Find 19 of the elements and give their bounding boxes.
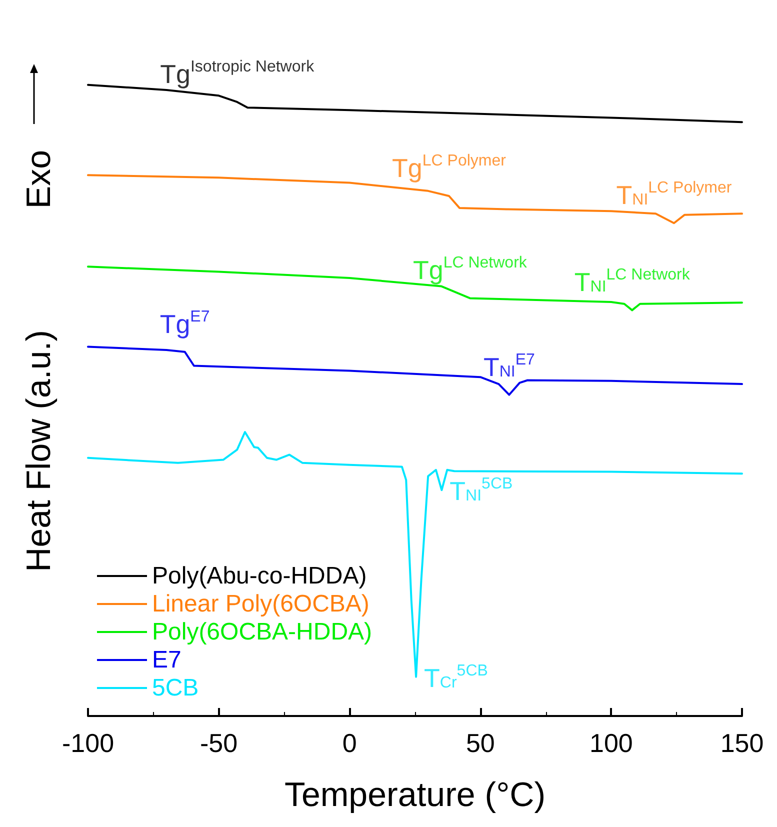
legend-label: 5CB (152, 674, 199, 702)
text: Exo (20, 150, 58, 209)
x-tick-label: 0 (342, 728, 357, 758)
x-tick-label: 150 (720, 728, 764, 758)
x-tick-label: -50 (200, 728, 238, 758)
legend-label: Poly(Abu-co-HDDA) (152, 562, 367, 590)
y-axis-title: Heat Flow (a.u.) (20, 330, 58, 572)
legend-label: Poly(6OCBA-HDDA) (152, 618, 372, 646)
legend-label: Linear Poly(6OCBA) (152, 590, 370, 618)
x-tick-label: 50 (466, 728, 495, 758)
annotation: TNILC Network (574, 266, 691, 298)
x-tick-label: -100 (62, 728, 114, 758)
annotation: TNILC Polymer (616, 180, 732, 210)
annotation: TNI5CB (450, 476, 513, 506)
x-tick-label: 100 (590, 728, 633, 758)
legend-label: E7 (152, 646, 182, 674)
annotation: TNIE7 (483, 351, 535, 382)
x-axis-title: Temperature (°C) (284, 776, 546, 814)
annotation: TCr5CB (424, 662, 488, 693)
